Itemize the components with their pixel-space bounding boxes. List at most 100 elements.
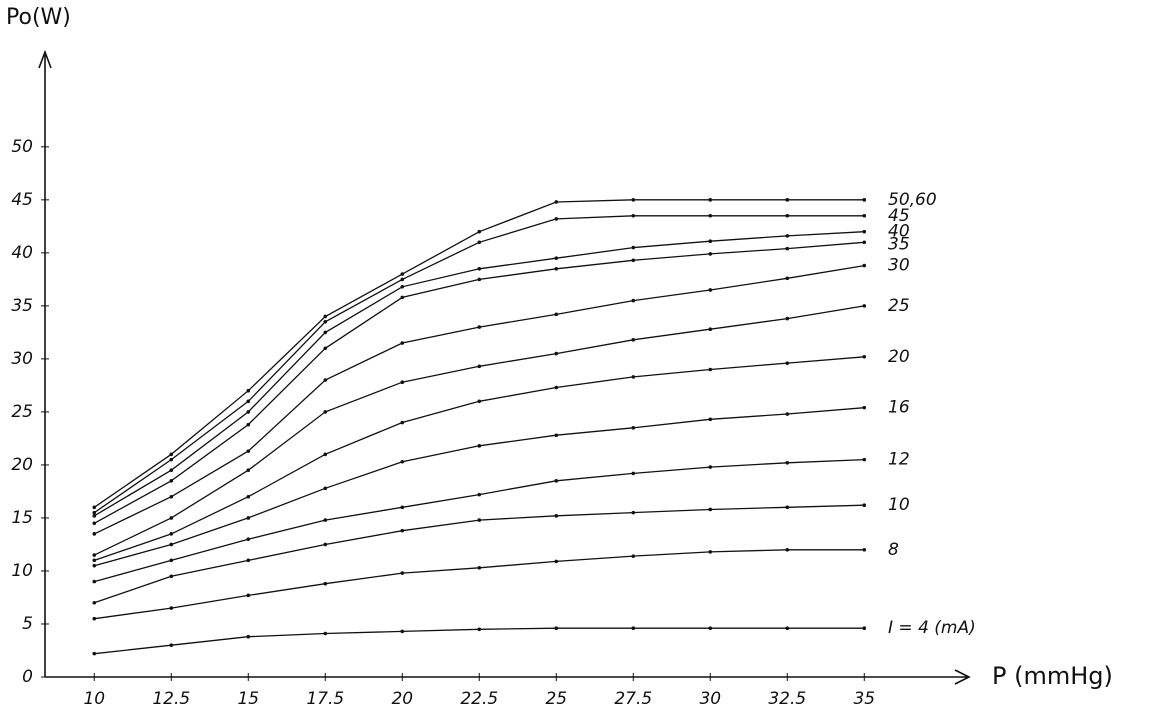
data-point <box>708 507 713 512</box>
data-point <box>708 288 713 292</box>
data-point <box>631 554 636 558</box>
x-tick-label: 30 <box>699 689 721 709</box>
series-label: 35 <box>888 235 910 255</box>
data-point <box>554 479 559 483</box>
data-point <box>323 314 328 319</box>
data-point <box>92 505 97 510</box>
data-point <box>554 256 559 260</box>
data-point <box>708 213 713 218</box>
x-tick-label: 35 <box>853 689 875 709</box>
data-point <box>862 229 867 234</box>
data-point <box>862 405 867 410</box>
data-point <box>708 252 713 256</box>
data-point <box>785 547 790 552</box>
data-point <box>169 574 174 579</box>
data-point <box>554 626 559 631</box>
y-tick-label: 35 <box>11 296 33 316</box>
data-point <box>862 304 867 308</box>
data-point <box>169 468 174 473</box>
data-point <box>323 452 328 457</box>
data-point <box>246 537 251 541</box>
data-point <box>400 505 405 510</box>
data-point <box>323 486 328 491</box>
data-point <box>862 263 867 268</box>
data-point <box>708 417 713 422</box>
data-point <box>477 492 482 497</box>
data-point <box>246 494 251 499</box>
x-tick-label: 20 <box>391 689 413 709</box>
series-line <box>93 215 865 514</box>
data-point <box>862 213 867 218</box>
data-point <box>554 559 559 564</box>
data-point <box>169 452 174 457</box>
data-point <box>477 518 482 522</box>
data-point <box>631 245 636 250</box>
data-point <box>554 351 559 356</box>
data-point <box>323 542 328 547</box>
series-label: 12 <box>888 450 910 470</box>
data-point <box>400 380 405 385</box>
data-point <box>708 626 713 631</box>
data-point <box>862 547 867 552</box>
data-point <box>92 558 97 563</box>
series-label: 45 <box>888 206 910 226</box>
data-point <box>785 505 790 510</box>
x-axis-label: P (mmHg) <box>992 662 1113 690</box>
data-point <box>246 399 251 404</box>
series-label: 25 <box>888 296 910 316</box>
data-point <box>631 298 636 303</box>
data-point <box>92 553 97 557</box>
x-tick-label: 17.5 <box>306 689 344 709</box>
series-label: 10 <box>888 495 910 515</box>
data-point <box>323 378 328 382</box>
data-point <box>169 479 174 483</box>
data-point <box>246 558 251 563</box>
data-point <box>785 626 790 631</box>
data-point <box>708 239 713 243</box>
series-label: 16 <box>888 398 910 418</box>
data-point <box>323 410 328 414</box>
y-tick-label: 50 <box>11 137 33 157</box>
x-tick-label: 32.5 <box>768 689 806 709</box>
data-point <box>400 284 405 289</box>
data-point <box>785 234 790 238</box>
data-point <box>169 606 174 610</box>
data-point <box>477 277 482 282</box>
data-point <box>169 643 174 647</box>
data-point <box>862 457 867 462</box>
data-point <box>477 627 482 632</box>
data-point <box>708 550 713 554</box>
data-point <box>631 375 636 379</box>
y-tick-label: 40 <box>11 243 33 263</box>
x-tick-label: 27.5 <box>614 689 652 709</box>
data-point <box>631 471 636 476</box>
x-tick-label: 12.5 <box>152 689 190 709</box>
data-point <box>862 626 867 631</box>
data-point <box>169 532 174 536</box>
data-point <box>477 229 482 234</box>
data-point <box>246 593 251 598</box>
series-line <box>94 356 865 562</box>
data-point <box>92 616 97 621</box>
series-label: 50,60 <box>888 190 937 210</box>
data-point <box>246 422 251 427</box>
data-point <box>785 461 790 465</box>
series-line <box>93 199 865 508</box>
data-point <box>400 341 405 345</box>
data-point <box>92 521 97 526</box>
data-point <box>785 361 790 365</box>
data-point <box>554 266 559 271</box>
data-point <box>708 465 713 469</box>
x-tick-label: 25 <box>545 689 567 709</box>
y-axis-label: Po(W) <box>6 5 71 30</box>
data-point <box>554 217 559 221</box>
data-point <box>246 468 251 473</box>
y-axis <box>38 49 52 677</box>
data-point <box>246 634 251 639</box>
data-point <box>400 459 405 464</box>
data-point <box>785 198 790 202</box>
series-line <box>94 549 865 620</box>
data-point <box>554 514 559 518</box>
y-tick-label: 10 <box>11 561 33 581</box>
data-point <box>323 518 328 522</box>
